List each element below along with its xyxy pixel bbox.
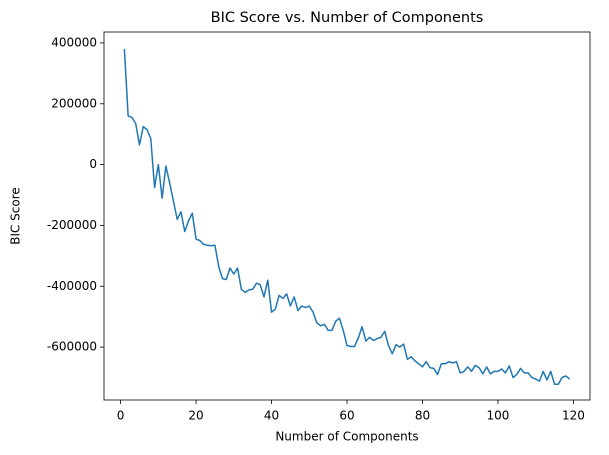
y-tick-label: 400000	[51, 35, 97, 49]
x-tick-label: 0	[117, 409, 125, 423]
x-tick-label: 20	[188, 409, 203, 423]
x-tick-label: 40	[264, 409, 279, 423]
y-tick-label: -400000	[47, 279, 97, 293]
x-tick-label: 80	[415, 409, 430, 423]
y-tick-label: 0	[89, 157, 97, 171]
y-tick-label: -200000	[47, 218, 97, 232]
y-tick-label: 200000	[51, 96, 97, 110]
x-tick-label: 120	[562, 409, 585, 423]
y-tick-label: -600000	[47, 340, 97, 354]
x-tick-label: 60	[339, 409, 354, 423]
data-line	[123, 48, 571, 385]
chart-title: BIC Score vs. Number of Components	[211, 10, 484, 26]
x-axis-label: Number of Components	[275, 430, 418, 444]
x-tick-label: 100	[486, 409, 509, 423]
y-axis-label: BIC Score	[9, 187, 23, 245]
